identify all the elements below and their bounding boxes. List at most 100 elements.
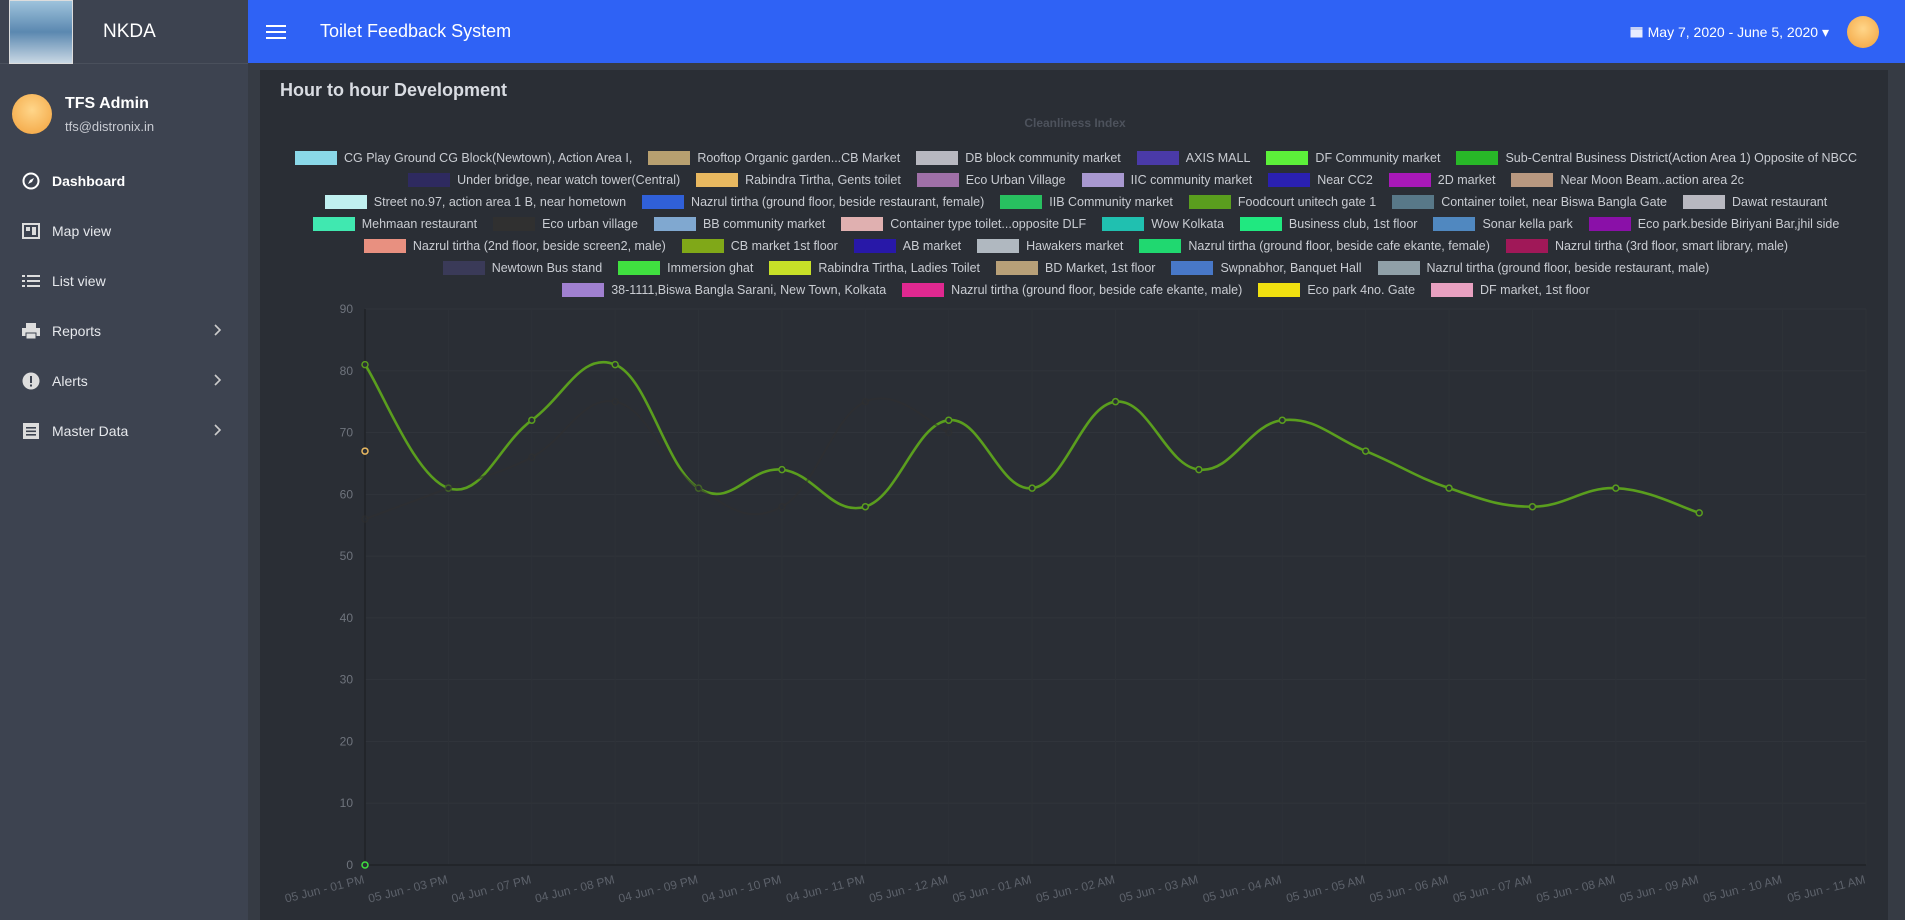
legend-label: IIB Community market — [1049, 195, 1173, 209]
legend-item[interactable]: Eco Urban Village — [916, 172, 1066, 188]
icon — [22, 323, 40, 340]
legend-item[interactable]: Rabindra Tirtha, Gents toilet — [696, 172, 901, 188]
legend-label: Nazrul tirtha (ground floor, beside rest… — [691, 195, 985, 209]
legend-swatch — [642, 195, 685, 209]
legend-swatch — [996, 261, 1038, 275]
legend-item[interactable]: Nazrul tirtha (2nd floor, beside screen2… — [363, 238, 666, 254]
data-point — [361, 861, 369, 869]
logo[interactable] — [9, 0, 73, 64]
x-tick-label: 05 Jun - 04 AM — [1201, 872, 1283, 905]
legend-item[interactable]: Eco urban village — [493, 216, 638, 232]
legend-item[interactable]: Mehmaan restaurant — [312, 216, 477, 232]
x-tick-label: 05 Jun - 01 PM — [283, 872, 365, 905]
legend-item[interactable]: Newtown Bus stand — [442, 260, 602, 276]
avatar[interactable] — [12, 94, 52, 134]
legend-item[interactable]: CG Play Ground CG Block(Newtown), Action… — [295, 150, 632, 166]
nav-item[interactable]: Map view — [0, 206, 248, 256]
legend-item[interactable]: Business club, 1st floor — [1239, 216, 1417, 232]
y-tick-label: 70 — [340, 426, 354, 440]
data-point — [1445, 484, 1453, 492]
legend-label: 2D market — [1437, 173, 1496, 187]
data-point — [1361, 447, 1370, 455]
legend-item[interactable]: Dawat restaurant — [1683, 194, 1827, 210]
legend-swatch — [295, 151, 337, 165]
legend-swatch — [1511, 173, 1554, 187]
legend-item[interactable]: Street no.97, action area 1 B, near home… — [324, 194, 626, 210]
legend-swatch — [1388, 173, 1431, 187]
data-point — [1695, 509, 1703, 517]
legend-item[interactable]: Foodcourt unitech gate 1 — [1188, 194, 1376, 210]
data-point — [528, 416, 536, 424]
calendar-icon — [1630, 27, 1643, 38]
x-tick-label: 05 Jun - 02 AM — [1035, 872, 1117, 905]
header-avatar[interactable] — [1847, 16, 1879, 48]
legend-item[interactable]: BD Market, 1st floor — [996, 260, 1155, 276]
legend-item[interactable]: Swpnabhor, Banquet Hall — [1171, 260, 1362, 276]
legend-item[interactable]: Nazrul tirtha (3rd floor, smart library,… — [1505, 238, 1788, 254]
legend-label: Near Moon Beam..action area 2c — [1560, 173, 1744, 187]
legend-item[interactable]: Sub-Central Business District(Action Are… — [1456, 150, 1857, 166]
legend-item[interactable]: Near Moon Beam..action area 2c — [1511, 172, 1744, 188]
legend-item[interactable]: Nazrul tirtha (ground floor, beside cafe… — [1139, 238, 1490, 254]
legend-item[interactable]: IIB Community market — [1000, 194, 1173, 210]
legend-item[interactable]: Near CC2 — [1268, 172, 1373, 188]
legend-item[interactable]: AB market — [853, 238, 961, 254]
legend-item[interactable]: DF Community market — [1266, 150, 1440, 166]
user-email: tfs@distronix.in — [65, 118, 155, 134]
legend-item[interactable]: Container type toilet...opposite DLF — [841, 216, 1086, 232]
menu-button[interactable] — [266, 24, 286, 40]
legend-item[interactable]: Hawakers market — [977, 238, 1123, 254]
legend-item[interactable]: Immersion ghat — [618, 260, 753, 276]
x-tick-label: 05 Jun - 01 AM — [951, 872, 1033, 905]
nav-item[interactable]: Dashboard — [0, 156, 248, 206]
legend-swatch — [493, 217, 536, 231]
nav-item[interactable]: Master Data — [0, 406, 248, 456]
legend-item[interactable]: Nazrul tirtha (ground floor, beside rest… — [1377, 260, 1709, 276]
nav-item[interactable]: Reports — [0, 306, 248, 356]
legend-item[interactable]: BB community market — [653, 216, 825, 232]
legend-item[interactable]: DF market, 1st floor — [1431, 282, 1590, 298]
data-point — [1612, 484, 1620, 492]
legend-item[interactable]: 2D market — [1388, 172, 1496, 188]
legend-label: Container toilet, near Biswa Bangla Gate — [1441, 195, 1668, 209]
data-point — [361, 447, 369, 455]
legend-item[interactable]: CB market 1st floor — [681, 238, 838, 254]
legend-label: AXIS MALL — [1185, 151, 1251, 165]
legend-item[interactable]: AXIS MALL — [1136, 150, 1251, 166]
chart-title: Cleanliness Index — [1024, 116, 1126, 130]
date-range-picker[interactable]: May 7, 2020 - June 5, 2020 ▾ — [1630, 24, 1829, 41]
nav: Dashboard Map view List view Reports Ale… — [0, 156, 248, 456]
nav-item[interactable]: Alerts — [0, 356, 248, 406]
icon — [22, 172, 40, 190]
legend-item[interactable]: Eco park 4no. Gate — [1258, 282, 1415, 298]
legend-item[interactable]: IIC community market — [1081, 172, 1252, 188]
legend-item[interactable]: Eco park.beside Biriyani Bar,jhil side — [1588, 216, 1839, 232]
legend-item[interactable]: Nazrul tirtha (ground floor, beside rest… — [642, 194, 984, 210]
legend-item[interactable]: 38-1111,Biswa Bangla Sarani, New Town, K… — [562, 282, 886, 298]
legend-swatch — [1188, 195, 1231, 209]
legend-swatch — [902, 283, 945, 297]
legend-swatch — [1136, 151, 1179, 165]
legend-item[interactable]: Container toilet, near Biswa Bangla Gate — [1392, 194, 1667, 210]
brand[interactable]: NKDA — [103, 20, 156, 42]
legend-item[interactable]: Under bridge, near watch tower(Central) — [408, 172, 680, 188]
legend-item[interactable]: Sonar kella park — [1433, 216, 1573, 232]
legend-label: Sub-Central Business District(Action Are… — [1505, 151, 1857, 165]
legend-item[interactable]: Wow Kolkata — [1102, 216, 1224, 232]
y-tick-label: 80 — [340, 364, 354, 378]
legend-item[interactable]: Rooftop Organic garden...CB Market — [648, 150, 900, 166]
legend-label: DF market, 1st floor — [1480, 283, 1590, 297]
data-point — [1195, 465, 1203, 474]
legend-swatch — [1258, 283, 1301, 297]
date-range-text: May 7, 2020 - June 5, 2020 — [1647, 24, 1819, 40]
legend-item[interactable]: Rabindra Tirtha, Ladies Toilet — [769, 260, 980, 276]
legend-item[interactable]: DB block community market — [916, 150, 1121, 166]
legend-swatch — [1171, 261, 1214, 275]
legend-swatch — [1588, 217, 1631, 231]
data-point — [778, 465, 786, 474]
nav-item[interactable]: List view — [0, 256, 248, 306]
legend-item[interactable]: Nazrul tirtha (ground floor, beside cafe… — [902, 282, 1242, 298]
legend-label: Eco Urban Village — [965, 173, 1066, 187]
legend-swatch — [841, 217, 884, 231]
